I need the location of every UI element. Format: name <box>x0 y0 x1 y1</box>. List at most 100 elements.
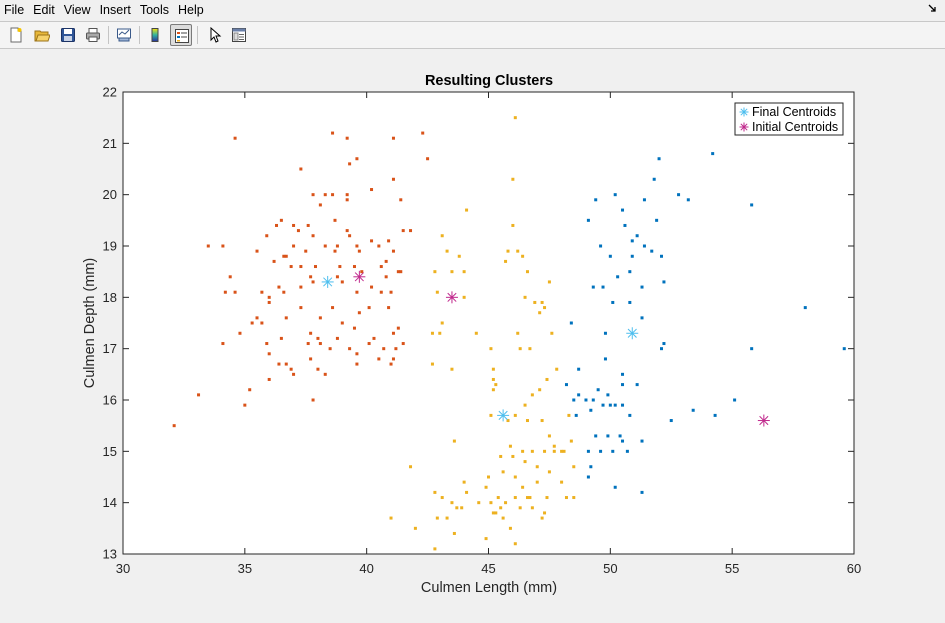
cluster3-point <box>440 496 444 500</box>
cluster2-point <box>331 193 335 197</box>
cluster3-point <box>465 490 469 494</box>
link-plot-icon[interactable] <box>113 24 135 46</box>
cluster2-point <box>248 388 252 392</box>
legend[interactable]: Final Centroids Initial Centroids <box>734 102 844 136</box>
cluster2-point <box>387 239 391 243</box>
save-icon[interactable] <box>57 24 79 46</box>
cluster1-point <box>586 449 590 453</box>
cluster2-point <box>370 239 374 243</box>
cluster3-point <box>462 480 466 484</box>
cluster1-point <box>586 475 590 479</box>
cluster1-point <box>621 372 625 376</box>
cluster3-point <box>525 496 529 500</box>
cluster1-point <box>574 413 578 417</box>
cluster1-point <box>601 285 605 289</box>
dock-arrow-icon[interactable] <box>928 4 937 13</box>
plot-axes[interactable] <box>122 91 855 555</box>
x-tick-label: 50 <box>603 561 617 576</box>
cluster2-point <box>313 265 317 269</box>
cluster3-point <box>433 270 437 274</box>
cluster2-point <box>289 367 293 371</box>
cluster3-point <box>433 547 437 551</box>
menu-tools[interactable]: Tools <box>139 3 170 17</box>
cluster2-point <box>355 362 359 366</box>
cluster2-point <box>284 316 288 320</box>
print-icon[interactable] <box>82 24 104 46</box>
cluster2-point <box>328 347 332 351</box>
cluster2-point <box>391 331 395 335</box>
menu-file[interactable]: File <box>4 3 25 17</box>
cluster2-point <box>275 223 279 227</box>
cluster2-point <box>355 244 359 248</box>
cluster1-point <box>591 398 595 402</box>
cluster2-point <box>345 136 349 140</box>
cluster3-point <box>538 388 542 392</box>
cluster2-point <box>331 131 335 135</box>
cluster3-point <box>494 383 498 387</box>
cluster1-point <box>613 193 617 197</box>
cluster3-point <box>525 270 529 274</box>
cluster2-point <box>267 300 271 304</box>
cluster2-point <box>360 270 364 274</box>
new-figure-icon[interactable] <box>5 24 27 46</box>
cluster2-point <box>299 167 303 171</box>
y-tick-label: 14 <box>103 495 117 510</box>
cluster1-point <box>711 152 715 156</box>
cluster2-point <box>267 295 271 299</box>
toolbar-divider <box>139 26 140 44</box>
cluster1-point <box>750 347 754 351</box>
cluster3-point <box>530 393 534 397</box>
cluster3-point <box>389 516 393 520</box>
menu-insert[interactable]: Insert <box>99 3 131 17</box>
cluster1-point <box>606 434 610 438</box>
cluster3-point <box>523 403 527 407</box>
cluster2-point <box>345 193 349 197</box>
cluster1-point <box>657 157 661 161</box>
open-file-icon[interactable] <box>31 24 53 46</box>
cluster2-point <box>384 275 388 279</box>
x-axis-label: Culmen Length (mm) <box>421 580 557 596</box>
cluster2-point <box>282 254 286 258</box>
y-tick-label: 15 <box>103 444 117 459</box>
cluster3-point <box>516 331 520 335</box>
cluster3-point <box>543 449 547 453</box>
y-tick-label: 22 <box>103 85 117 100</box>
cluster3-point <box>430 331 434 335</box>
cluster1-point <box>577 367 581 371</box>
menu-edit[interactable]: Edit <box>33 3 55 17</box>
cluster2-point <box>292 372 296 376</box>
cluster2-point <box>284 362 288 366</box>
final-centroid-marker <box>497 409 510 422</box>
cluster3-point <box>506 249 510 253</box>
menu-bar: File Edit View Insert Tools Help <box>0 0 945 20</box>
menu-help[interactable]: Help <box>178 3 204 17</box>
y-tick-label: 19 <box>103 239 117 254</box>
property-inspector-icon[interactable] <box>228 24 250 46</box>
cluster2-point <box>318 203 322 207</box>
cluster1-point <box>621 403 625 407</box>
cluster3-point <box>440 321 444 325</box>
menu-view[interactable]: View <box>63 3 91 17</box>
cluster1-point <box>613 403 617 407</box>
cluster3-point <box>528 496 532 500</box>
cluster1-point <box>630 254 634 258</box>
cluster2-point <box>391 249 395 253</box>
x-tick-label: 60 <box>847 561 861 576</box>
edit-plot-arrow-icon[interactable] <box>203 24 225 46</box>
cluster1-point <box>618 434 622 438</box>
cluster1-point <box>608 254 612 258</box>
cluster1-point <box>577 393 581 397</box>
cluster3-point <box>477 501 481 505</box>
toolbar-separator <box>0 48 945 49</box>
scatter-plot[interactable]: 30 35 40 45 50 55 60 13 14 15 16 17 18 19 20 21 22 Resul… <box>0 49 945 618</box>
cluster3-point <box>506 419 510 423</box>
legend-icon[interactable] <box>170 24 192 46</box>
cluster3-point <box>487 475 490 479</box>
cluster1-point <box>669 419 673 423</box>
cluster1-point <box>608 403 612 407</box>
cluster1-point <box>650 249 654 253</box>
colorbar-icon[interactable] <box>144 24 166 46</box>
cluster3-point <box>523 295 527 299</box>
y-tick-label: 16 <box>103 393 117 408</box>
cluster1-point <box>596 388 600 392</box>
